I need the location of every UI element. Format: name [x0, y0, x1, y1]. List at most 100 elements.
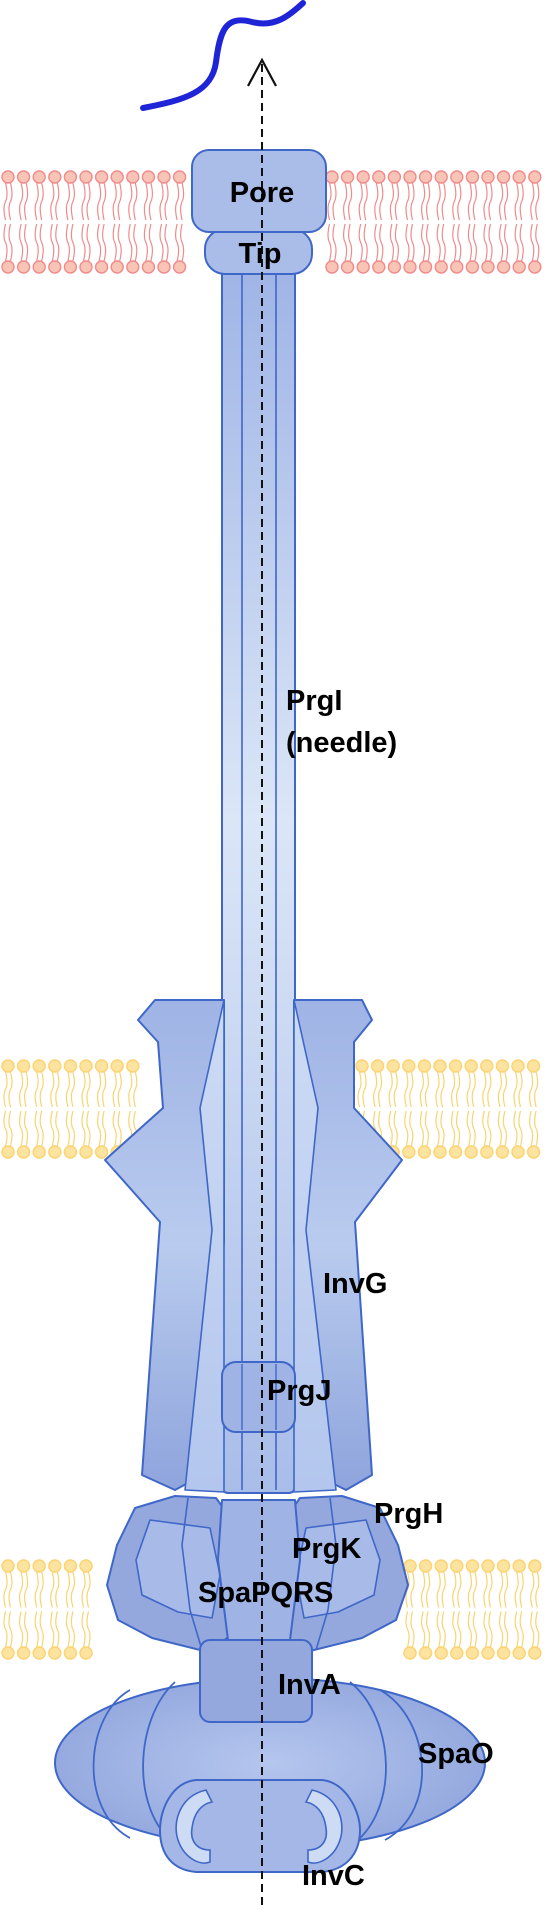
- invg-label: InvG: [323, 1268, 387, 1300]
- lipid-tail: [55, 1110, 60, 1147]
- lipid-tail: [343, 223, 348, 262]
- lipid-head: [48, 170, 62, 184]
- lipid-tail: [394, 223, 399, 262]
- lipid-tail: [50, 223, 55, 262]
- lipid-tail: [393, 1071, 398, 1108]
- lipid-tail: [133, 1071, 138, 1108]
- lipid-tail: [518, 1110, 523, 1147]
- lipid-tail: [393, 1110, 398, 1147]
- lipid-tail: [50, 1571, 55, 1608]
- spapqrs-label: SpaPQRS: [198, 1577, 333, 1609]
- lipid-tail: [504, 223, 509, 262]
- prgh-prgk-ring: [106, 1495, 409, 1653]
- lipid-tail: [451, 1071, 456, 1108]
- lipid-tail: [24, 1611, 29, 1648]
- lipid-head: [16, 1145, 31, 1159]
- lipid-tail: [452, 182, 457, 221]
- lipid-tail: [128, 1071, 133, 1108]
- lipid-tail: [483, 1611, 488, 1648]
- lipid-tail: [404, 1071, 409, 1108]
- lipid-tail: [19, 182, 24, 221]
- lipid-tail: [55, 223, 60, 262]
- lipid-head: [16, 1559, 31, 1573]
- lipid-head: [403, 1646, 417, 1660]
- lipid-tail: [483, 223, 488, 262]
- lipid-head: [403, 260, 417, 274]
- lipid-tail: [81, 1071, 86, 1108]
- lipid-tail: [8, 223, 13, 262]
- lipid-tail: [499, 182, 504, 221]
- lipid-tail: [483, 182, 488, 221]
- lipid-head: [63, 1145, 78, 1159]
- lipid-tail: [457, 182, 462, 221]
- lipid-tail: [143, 223, 148, 262]
- lipid-tail: [409, 1110, 414, 1147]
- lipid-tail: [97, 223, 102, 262]
- lipid-head: [16, 170, 31, 184]
- lipid-head: [434, 1646, 448, 1660]
- lipid-tail: [530, 1611, 535, 1648]
- lipid-head: [1, 1145, 15, 1159]
- lipid-tail: [39, 223, 44, 262]
- lipid-tail: [50, 1611, 55, 1648]
- lipid-tail: [502, 1071, 507, 1108]
- needle-prgi: [221, 264, 296, 1494]
- needle-label-line2: (needle): [286, 727, 397, 759]
- lipid-head: [418, 170, 433, 184]
- lipid-tail: [535, 223, 540, 262]
- lipid-tail: [457, 1571, 462, 1608]
- lipid-head: [464, 1059, 478, 1073]
- lipid-tail: [440, 1110, 445, 1147]
- lipid-tail: [81, 182, 86, 221]
- lipid-head: [526, 1059, 541, 1073]
- lipid-tail: [3, 1571, 8, 1608]
- lipid-head: [1, 1559, 15, 1573]
- lipid-head: [79, 260, 93, 274]
- lipid-head: [1, 1059, 15, 1073]
- lipid-tail: [529, 1071, 534, 1108]
- lipid-head: [496, 1559, 511, 1573]
- lipid-tail: [65, 1611, 70, 1648]
- lipid-tail: [421, 223, 426, 262]
- lipid-head: [16, 1059, 31, 1073]
- lipid-head: [417, 1059, 432, 1073]
- lipid-tail: [421, 182, 426, 221]
- lipid-head: [496, 170, 511, 184]
- lipid-head: [126, 1059, 140, 1073]
- lipid-tail: [34, 1071, 39, 1108]
- lipid-tail: [24, 223, 29, 262]
- lipid-tail: [452, 223, 457, 262]
- lipid-tail: [514, 223, 519, 262]
- lipid-tail: [514, 1571, 519, 1608]
- lipid-tail: [363, 182, 368, 221]
- lipid-head: [386, 1059, 400, 1073]
- lipid-tail: [389, 182, 394, 221]
- lipid-tail: [483, 1571, 488, 1608]
- lipid-head: [325, 170, 339, 184]
- lipid-tail: [451, 1110, 456, 1147]
- lipid-tail: [410, 1571, 415, 1608]
- lipid-tail: [332, 223, 337, 262]
- lipid-tail: [530, 1571, 535, 1608]
- lipid-tail: [164, 223, 169, 262]
- lipid-head: [172, 170, 187, 184]
- lipid-tail: [435, 1110, 440, 1147]
- lipid-head: [480, 1059, 494, 1073]
- lipid-tail: [436, 1571, 441, 1608]
- lipid-head: [496, 260, 511, 274]
- inva-label: InvA: [278, 1669, 341, 1701]
- lipid-tail: [535, 1611, 540, 1648]
- lipid-tail: [456, 1071, 461, 1108]
- lipid-tail: [180, 223, 185, 262]
- lipid-head: [172, 260, 187, 274]
- lipid-tail: [466, 1110, 471, 1147]
- lipid-tail: [348, 223, 353, 262]
- lipid-head: [370, 1059, 385, 1073]
- lipid-head: [63, 1059, 78, 1073]
- lipid-tail: [81, 1571, 86, 1608]
- lipid-tail: [70, 182, 75, 221]
- lipid-tail: [404, 1110, 409, 1147]
- lipid-head: [512, 170, 526, 184]
- lipid-head: [511, 1145, 525, 1159]
- lipid-tail: [117, 182, 122, 221]
